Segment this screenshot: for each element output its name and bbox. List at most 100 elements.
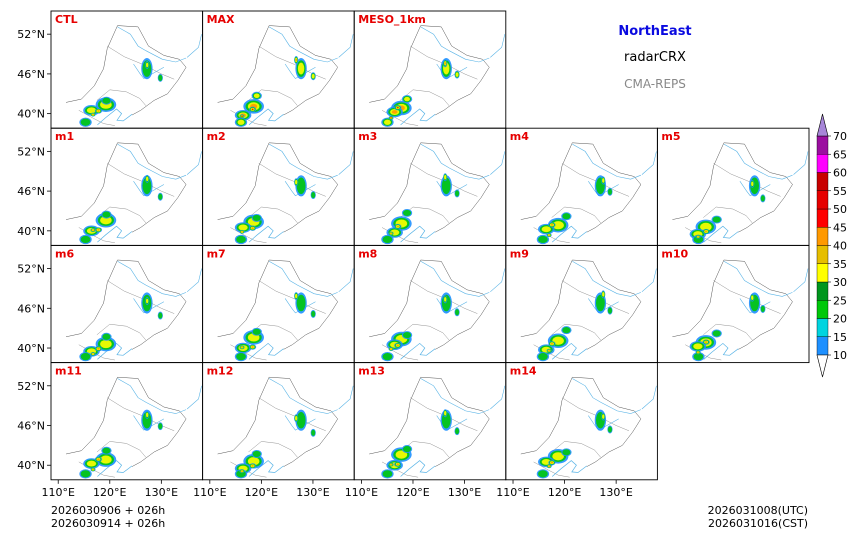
- colorbar-swatch: [816, 245, 829, 264]
- valid-time-block: 2026031008(UTC) 2026031016(CST): [660, 504, 808, 530]
- panel-label-m8: m8: [358, 247, 377, 260]
- echo-cell: [444, 411, 447, 416]
- river-line: [641, 385, 657, 410]
- coastline: [97, 460, 133, 477]
- echo-cell: [550, 342, 554, 345]
- panel-map-m4: [520, 142, 657, 245]
- province-border: [96, 441, 147, 458]
- river-line: [793, 268, 809, 293]
- echo-cell: [247, 457, 260, 466]
- river-line: [284, 298, 316, 314]
- colorbar-label: 45: [833, 221, 847, 234]
- x-tick-label: 120°E: [396, 486, 429, 499]
- province-border: [551, 441, 601, 458]
- x-axes: 110°E 120°E 130°E 110°E 120°E 130°E 110°E 120°E…: [41, 479, 633, 499]
- colorbar-label: 50: [833, 203, 847, 216]
- panel-label-m6: m6: [55, 247, 74, 260]
- valid-cst: 2026031016(CST): [708, 517, 808, 530]
- coastline: [97, 342, 133, 360]
- coastline: [400, 225, 436, 243]
- panel-label-m12: m12: [207, 365, 234, 378]
- echo-cell: [700, 222, 712, 231]
- echo-cell: [607, 307, 612, 314]
- country-border: [369, 259, 490, 350]
- river-line: [186, 268, 202, 293]
- coastline: [551, 225, 588, 243]
- echo-cell: [548, 234, 550, 236]
- y-tick-label: 52°N: [17, 380, 45, 393]
- echo-cell: [80, 235, 91, 244]
- colorbar-swatch: [816, 281, 829, 301]
- province-border: [248, 441, 298, 458]
- panel-label-m7: m7: [207, 247, 226, 260]
- panel-map-CTL: [65, 25, 202, 127]
- panel-map-m1: [65, 142, 202, 245]
- echo-cell: [311, 429, 316, 436]
- echo-cell: [693, 353, 704, 361]
- echo-cell: [562, 449, 571, 456]
- river-line: [420, 261, 490, 297]
- colorbar-label: 10: [833, 349, 847, 362]
- river-line: [420, 143, 490, 180]
- river-line: [268, 378, 338, 414]
- echo-cell: [562, 213, 571, 220]
- echo-cell: [311, 73, 315, 79]
- river-line: [284, 63, 316, 79]
- river-line: [284, 181, 316, 197]
- echo-cell: [444, 174, 447, 180]
- panel-frame: [202, 10, 355, 129]
- x-tick-label: 110°E: [345, 486, 378, 499]
- country-border: [217, 376, 339, 467]
- echo-cell: [142, 177, 152, 195]
- colorbar-swatch: [816, 300, 829, 319]
- echo-cell: [252, 328, 261, 335]
- echo-cell: [102, 97, 111, 104]
- echo-cell: [595, 294, 605, 312]
- coastline: [703, 342, 739, 360]
- echo-cell: [297, 62, 305, 75]
- echo-cell: [403, 445, 412, 453]
- echo-cell: [760, 305, 765, 313]
- echo-cell: [602, 178, 605, 183]
- colorbar-label: 30: [833, 276, 847, 289]
- colorbar-swatch: [816, 227, 829, 246]
- echo-cell: [102, 447, 111, 454]
- panel-label-m3: m3: [358, 130, 377, 143]
- river-line: [641, 268, 657, 293]
- river-line: [338, 385, 354, 410]
- x-tick-label: 130°E: [599, 486, 632, 499]
- country-border: [65, 142, 187, 233]
- panel-label-m10: m10: [661, 247, 688, 260]
- panel-frame: [50, 244, 204, 364]
- country-border: [217, 25, 339, 116]
- panel-map-m11: [65, 376, 202, 479]
- echo-cell: [455, 309, 460, 316]
- echo-cell: [296, 411, 306, 429]
- echo-cell: [80, 118, 91, 126]
- echo-cell: [237, 119, 245, 125]
- panel-label-CTL: CTL: [55, 13, 78, 26]
- y-tick-label: 46°N: [17, 420, 45, 433]
- country-border: [369, 376, 490, 467]
- echo-cell: [390, 463, 392, 466]
- country-border: [369, 25, 490, 116]
- echo-cell: [158, 74, 163, 81]
- echo-cell: [158, 312, 163, 319]
- panel-map-MAX: [217, 25, 354, 127]
- echo-cell: [444, 297, 447, 302]
- echo-cell: [146, 62, 149, 68]
- panel-map-m5: [672, 142, 809, 245]
- x-tick-label: 110°E: [496, 486, 529, 499]
- echo-cell: [548, 465, 550, 467]
- valid-utc: 2026031008(UTC): [707, 504, 808, 517]
- echo-cell: [712, 216, 721, 223]
- echo-cell: [390, 348, 392, 350]
- river-line: [490, 385, 506, 410]
- province-border: [96, 89, 147, 106]
- river-line: [133, 63, 165, 79]
- echo-cell: [396, 463, 399, 466]
- panel-label-m5: m5: [661, 130, 680, 143]
- variable-title: radarCRX: [624, 50, 686, 65]
- province-border: [551, 323, 601, 341]
- river-line: [186, 34, 202, 58]
